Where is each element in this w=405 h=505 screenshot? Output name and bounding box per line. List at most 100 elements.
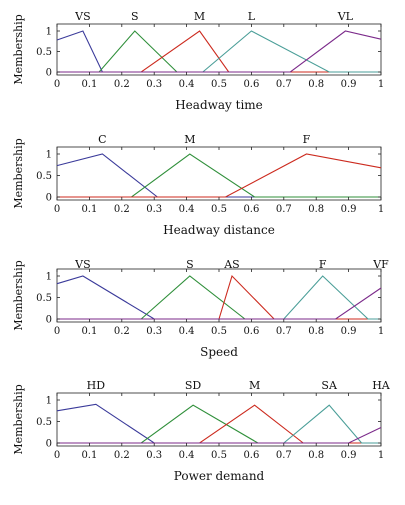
x-tick-label: 0.3	[146, 450, 162, 461]
y-axis-label: Membership	[12, 138, 25, 208]
y-tick-label: 1	[46, 272, 52, 283]
x-tick-label: 0.8	[308, 450, 324, 461]
x-tick-label: 0.3	[146, 326, 162, 337]
plot-frame	[56, 23, 382, 76]
x-tick-label: 1	[378, 326, 384, 337]
x-tick-label: 0.1	[81, 204, 97, 215]
series-line-vl	[57, 30, 382, 73]
series-label-vf: VF	[372, 258, 389, 271]
y-axis-label: Membership	[12, 260, 25, 330]
series-label-sd: SD	[185, 379, 202, 392]
x-tick-label: 0.4	[179, 204, 195, 215]
series-label-ha: HA	[372, 379, 391, 392]
x-tick-label: 0.4	[179, 79, 195, 90]
x-tick-label: 0.8	[308, 326, 324, 337]
x-tick-label: 0.2	[114, 326, 130, 337]
x-tick-label: 1	[378, 204, 384, 215]
x-tick-label: 1	[378, 450, 384, 461]
y-tick-label: 0.5	[36, 417, 52, 428]
x-tick-label: 0.6	[243, 79, 259, 90]
x-tick-label: 0	[54, 79, 60, 90]
x-tick-label: 0.8	[308, 204, 324, 215]
x-tick-label: 0.2	[114, 79, 130, 90]
x-axis-label: Headway time	[175, 98, 263, 112]
series-label-vs: VS	[74, 258, 90, 271]
series-line-m	[57, 153, 381, 198]
plot-frame	[56, 268, 382, 323]
x-tick-label: 0.5	[211, 450, 227, 461]
series-line-f	[57, 275, 381, 320]
y-axis-label: Membership	[12, 384, 25, 454]
x-tick-label: 0.3	[146, 204, 162, 215]
x-tick-label: 0	[54, 204, 60, 215]
x-tick-label: 0.9	[341, 79, 357, 90]
y-tick-label: 0	[46, 439, 52, 450]
series-line-l	[57, 30, 381, 73]
series-line-m	[57, 30, 381, 73]
x-tick-label: 0.6	[243, 450, 259, 461]
x-tick-label: 1	[378, 79, 384, 90]
series-label-m: M	[249, 379, 260, 392]
series-label-as: AS	[223, 258, 239, 271]
x-tick-label: 0.6	[243, 204, 259, 215]
y-tick-label: 1	[46, 396, 52, 407]
series-label-f: F	[303, 133, 311, 146]
x-tick-label: 0.8	[308, 79, 324, 90]
y-tick-label: 0	[46, 315, 52, 326]
chart-panel-2: C M F 0 0.1 0.2 0.3 0.4 0.5 0.6 0.7 0.8 0.9 1 0 0.5 1 Mem…	[12, 133, 384, 237]
series-label-l: L	[248, 10, 256, 23]
series-line-f	[57, 153, 382, 198]
x-tick-label: 0.9	[341, 204, 357, 215]
x-tick-label: 0.7	[276, 450, 292, 461]
series-line-vs	[56, 275, 381, 320]
x-tick-label: 0.5	[211, 79, 227, 90]
x-tick-label: 0.1	[81, 79, 97, 90]
series-line-as	[57, 274, 381, 320]
y-tick-label: 0.5	[36, 293, 52, 304]
x-tick-label: 0.7	[276, 204, 292, 215]
series-label-m: M	[184, 133, 195, 146]
x-axis-label: Speed	[200, 345, 238, 359]
x-tick-label: 0.9	[341, 450, 357, 461]
series-label-sa: SA	[321, 379, 338, 392]
x-axis-label: Headway distance	[163, 223, 275, 237]
series-line-vf	[57, 287, 382, 320]
series-line-c	[56, 153, 381, 198]
plot-frame	[56, 392, 382, 447]
x-tick-label: 0.6	[243, 326, 259, 337]
series-line-s	[57, 275, 381, 320]
chart-panel-3: VS S AS F VF 0 0.1 0.2 0.3 0.4 0.5 0.6 0.7 0.8 0.9 1 0 0.…	[12, 258, 389, 359]
x-tick-label: 0.1	[81, 450, 97, 461]
y-tick-label: 1	[46, 27, 52, 38]
x-tick-label: 0.4	[179, 326, 195, 337]
x-tick-label: 0.3	[146, 79, 162, 90]
x-tick-label: 0.2	[114, 450, 130, 461]
series-label-m: M	[194, 10, 205, 23]
x-tick-label: 0	[54, 326, 60, 337]
series-label-vs: VS	[74, 10, 90, 23]
x-axis-label: Power demand	[174, 469, 265, 483]
series-line-hd	[56, 403, 381, 444]
y-tick-label: 0	[46, 68, 52, 79]
x-tick-label: 0.2	[114, 204, 130, 215]
series-label-s: S	[131, 10, 139, 23]
series-label-s: S	[186, 258, 194, 271]
chart-panel-4: HD SD M SA HA 0 0.1 0.2 0.3 0.4 0.5 0.6 0.7 0.8 0.9 1 0 0…	[12, 379, 391, 483]
x-tick-label: 0	[54, 450, 60, 461]
series-label-vl: VL	[337, 10, 354, 23]
x-tick-label: 0.7	[276, 326, 292, 337]
y-axis-label: Membership	[12, 14, 25, 84]
y-tick-label: 0	[46, 193, 52, 204]
y-tick-label: 0.5	[36, 171, 52, 182]
x-tick-label: 0.9	[341, 326, 357, 337]
series-label-c: C	[98, 133, 106, 146]
series-label-f: F	[319, 258, 327, 271]
x-tick-label: 0.7	[276, 79, 292, 90]
series-label-hd: HD	[87, 379, 106, 392]
y-tick-label: 1	[46, 150, 52, 161]
x-tick-label: 0.1	[81, 326, 97, 337]
series-line-s	[57, 30, 381, 73]
y-tick-label: 0.5	[36, 47, 52, 58]
chart-panel-1: VS S M L VL 0 0.1 0.2 0.3 0.4 0.5 0.6 0.7 0.8 0.9 1 0 0.5…	[12, 10, 384, 112]
